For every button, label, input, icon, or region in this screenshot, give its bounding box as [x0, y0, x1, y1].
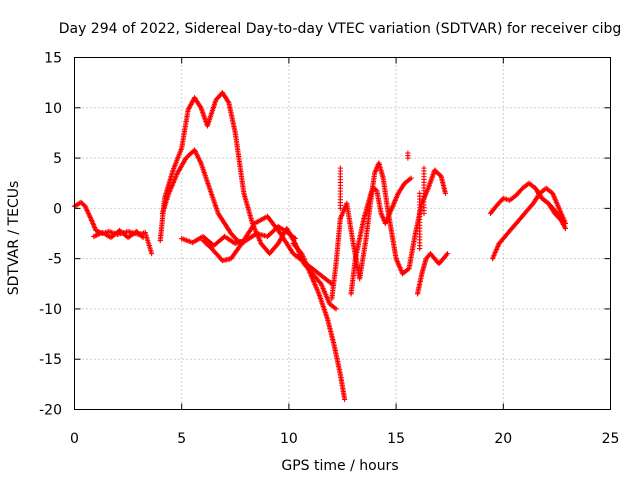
x-tick-label: 25 [602, 431, 620, 447]
y-axis-label: SDTVAR / TECUs [6, 181, 22, 296]
data-point [442, 190, 449, 196]
series-track-4 [159, 147, 247, 246]
plot-frame [74, 57, 611, 410]
annotation-spike-b [405, 150, 411, 161]
data-point [557, 214, 563, 220]
x-tick-label: 5 [177, 431, 186, 447]
series-track-9 [348, 175, 414, 297]
y-tick-label: 5 [53, 151, 62, 167]
data-point [405, 155, 411, 161]
x-tick-label: 20 [494, 431, 512, 447]
y-tick-label: -20 [39, 403, 62, 419]
x-axis-label: GPS time / hours [281, 458, 398, 474]
y-tick-label: 10 [44, 101, 62, 117]
axis-ticks [74, 57, 611, 410]
data-point [562, 225, 569, 232]
data-point [417, 245, 423, 252]
grid-lines [74, 57, 611, 410]
data-point [149, 251, 155, 257]
y-tick-label: 0 [53, 201, 62, 217]
series-track-7 [290, 240, 348, 403]
data-marks [71, 90, 569, 403]
data-point [342, 396, 348, 403]
annotation-spike-a [337, 165, 343, 211]
series-track-8 [329, 160, 449, 302]
y-tick-label: -10 [39, 302, 62, 318]
x-tick-label: 10 [280, 431, 298, 447]
axis-tick-labels: 0 5 10 15 20 25 -20 -15 -10 -5 0 5 10 15 [39, 51, 619, 448]
y-tick-label: -15 [39, 352, 62, 368]
annotation-spike-d [417, 190, 423, 252]
data-point [558, 215, 564, 222]
series-track-1 [71, 199, 155, 257]
chart-title: Day 294 of 2022, Sidereal Day-to-day VTE… [59, 21, 622, 37]
y-tick-label: -5 [48, 252, 62, 268]
data-point [292, 235, 298, 242]
series-track-2 [91, 227, 146, 241]
data-point [444, 251, 451, 257]
series-track-13 [532, 185, 564, 222]
series-track-10 [414, 251, 451, 297]
y-tick-label: 15 [44, 51, 62, 67]
x-tick-label: 0 [70, 431, 79, 447]
data-point [333, 306, 339, 312]
x-tick-label: 15 [387, 431, 405, 447]
data-point [408, 175, 414, 181]
data-point [337, 205, 343, 211]
data-point [562, 220, 569, 227]
data-point [139, 233, 145, 240]
data-point [140, 234, 146, 241]
